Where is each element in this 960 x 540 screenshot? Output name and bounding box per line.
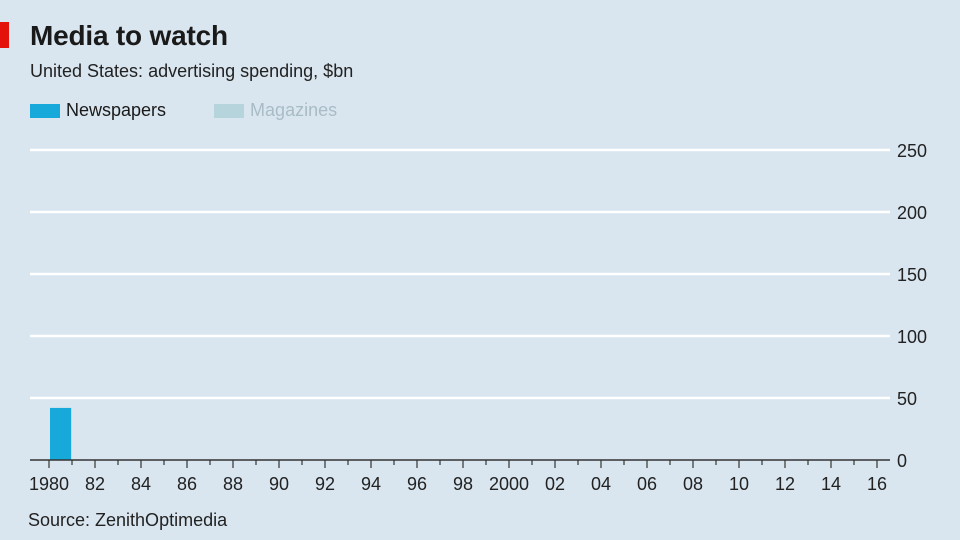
chart-subtitle: United States: advertising spending, $bn xyxy=(30,61,354,81)
x-tick-label: 14 xyxy=(821,474,841,494)
x-tick-label: 2000 xyxy=(489,474,529,494)
x-tick-label: 94 xyxy=(361,474,381,494)
x-tick-label: 84 xyxy=(131,474,151,494)
x-tick-label: 86 xyxy=(177,474,197,494)
x-tick-label: 96 xyxy=(407,474,427,494)
x-tick-label: 16 xyxy=(867,474,887,494)
x-tick-label: 08 xyxy=(683,474,703,494)
chart-legend: Newspapers Magazines xyxy=(30,100,337,121)
x-tick-label: 02 xyxy=(545,474,565,494)
y-tick-label: 0 xyxy=(897,451,907,471)
x-tick-label: 98 xyxy=(453,474,473,494)
y-tick-label: 200 xyxy=(897,203,927,223)
x-tick-label: 10 xyxy=(729,474,749,494)
legend-swatch-newspapers xyxy=(30,103,60,118)
brand-tag xyxy=(0,22,9,48)
y-tick-label: 50 xyxy=(897,389,917,409)
legend-swatch-magazines xyxy=(214,103,245,118)
x-tick-label: 04 xyxy=(591,474,611,494)
x-tick-label: 90 xyxy=(269,474,289,494)
legend-label-magazines: Magazines xyxy=(250,100,338,120)
legend-item-magazines: Magazines xyxy=(214,100,337,121)
y-tick-label: 100 xyxy=(897,327,927,347)
y-tick-label: 250 xyxy=(897,141,927,161)
x-tick-label: 92 xyxy=(315,474,335,494)
chart-title: Media to watch xyxy=(30,20,228,51)
x-tick-label: 88 xyxy=(223,474,243,494)
x-tick-label: 1980 xyxy=(29,474,69,494)
x-tick-label: 82 xyxy=(85,474,105,494)
legend-item-newspapers: Newspapers xyxy=(30,100,166,121)
x-tick-label: 06 xyxy=(637,474,657,494)
x-tick-label: 12 xyxy=(775,474,795,494)
source-note: Source: ZenithOptimedia xyxy=(28,510,228,530)
legend-label-newspapers: Newspapers xyxy=(66,100,167,120)
bar-newspapers xyxy=(50,407,72,460)
y-tick-label: 150 xyxy=(897,265,927,285)
